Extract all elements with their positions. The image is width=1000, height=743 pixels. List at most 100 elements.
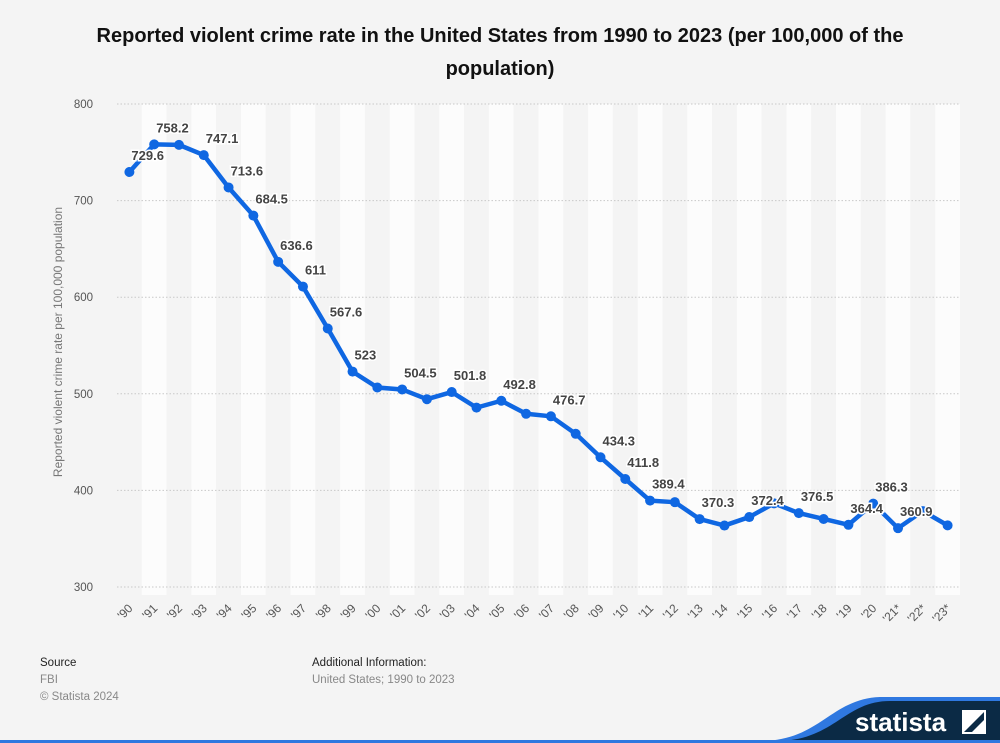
- x-tick-label: '03: [437, 601, 458, 622]
- x-tick-label: '20: [858, 601, 879, 622]
- x-tick-label: '18: [809, 601, 830, 622]
- data-point: [843, 519, 854, 530]
- data-label: 501.8: [454, 368, 487, 383]
- data-point: [645, 495, 656, 506]
- category-band: [563, 104, 589, 595]
- data-point: [297, 281, 308, 292]
- data-point: [893, 523, 904, 534]
- x-tick-label: '22*: [905, 601, 929, 625]
- data-point: [545, 411, 556, 422]
- category-band: [141, 104, 167, 595]
- x-tick-label: '15: [734, 601, 755, 622]
- data-point: [942, 520, 953, 531]
- data-point: [595, 452, 606, 463]
- y-tick-label: 800: [74, 99, 93, 111]
- data-label: 611: [305, 263, 326, 278]
- data-label: 386.3: [875, 480, 908, 495]
- data-label: 376.5: [801, 489, 834, 504]
- x-tick-label: '02: [412, 601, 433, 622]
- data-label: 636.6: [280, 238, 313, 253]
- bottom-accent-line: [0, 740, 760, 743]
- data-label: 747.1: [206, 131, 239, 146]
- x-tick-label: '19: [834, 601, 855, 622]
- category-band: [612, 104, 638, 595]
- data-point: [669, 497, 680, 508]
- category-band: [389, 104, 415, 595]
- x-tick-label: '98: [313, 601, 334, 622]
- data-point: [273, 256, 284, 267]
- statista-logo[interactable]: statista: [760, 679, 1000, 743]
- x-tick-label: '94: [214, 601, 235, 622]
- series-line: [127, 142, 949, 531]
- data-point: [719, 520, 730, 531]
- y-tick-label: 400: [74, 485, 93, 497]
- source-block: Source FBI © Statista 2024: [40, 655, 119, 706]
- data-point: [198, 150, 209, 161]
- data-point: [471, 402, 482, 413]
- data-point: [496, 395, 507, 406]
- x-tick-label: '11: [636, 601, 657, 622]
- x-tick-label: '00: [363, 601, 384, 622]
- data-label: 360.9: [900, 504, 933, 519]
- data-point: [248, 210, 259, 221]
- category-band: [761, 104, 787, 595]
- data-point: [446, 387, 457, 398]
- data-label: 370.3: [702, 495, 735, 510]
- x-tick-label: '90: [115, 601, 136, 622]
- source-heading: Source: [40, 657, 77, 669]
- data-label: 364.4: [850, 501, 883, 516]
- data-point: [769, 498, 780, 509]
- x-tick-label: '13: [685, 601, 706, 622]
- additional-info-heading: Additional Information:: [312, 657, 427, 669]
- data-label: 504.5: [404, 365, 437, 380]
- x-tick-label: '97: [288, 601, 309, 622]
- data-label: 758.2: [156, 120, 189, 135]
- data-point: [620, 474, 631, 485]
- x-tick-label: '07: [536, 601, 557, 622]
- x-tick-label: '92: [164, 601, 185, 622]
- data-point: [124, 167, 135, 178]
- data-point: [793, 508, 804, 519]
- source-value[interactable]: FBI: [40, 674, 58, 686]
- y-tick-label: 600: [74, 292, 93, 304]
- chart-title: Reported violent crime rate in the Unite…: [96, 25, 904, 80]
- x-tick-label: '91: [139, 601, 160, 622]
- category-band: [240, 104, 266, 595]
- x-tick-label: '23*: [929, 601, 953, 625]
- additional-info-block: Additional Information: United States; 1…: [312, 655, 455, 689]
- x-tick-label: '05: [486, 601, 507, 622]
- x-tick-label: '96: [263, 601, 284, 622]
- data-point: [818, 513, 829, 524]
- category-band: [662, 104, 688, 595]
- data-point: [173, 139, 184, 150]
- data-label: 523: [355, 348, 377, 363]
- data-point: [694, 514, 705, 525]
- category-band: [414, 104, 440, 595]
- x-tick-label: '95: [239, 601, 260, 622]
- category-band: [860, 104, 886, 595]
- data-label: 729.6: [131, 148, 164, 163]
- category-band: [836, 104, 861, 595]
- x-tick-label: '08: [561, 601, 582, 622]
- category-band: [117, 104, 142, 595]
- x-tick-label: '09: [586, 601, 607, 622]
- category-band: [439, 104, 465, 595]
- data-point: [223, 182, 234, 193]
- data-point: [322, 323, 333, 334]
- category-band: [786, 104, 812, 595]
- y-tick-label: 300: [74, 582, 93, 594]
- data-label: 372.4: [751, 493, 784, 508]
- data-label: 492.8: [503, 377, 536, 392]
- category-band: [538, 104, 564, 595]
- x-tick-label: '06: [511, 601, 532, 622]
- category-band: [712, 104, 737, 595]
- category-band: [588, 104, 613, 595]
- data-label: 411.8: [627, 455, 659, 470]
- data-point: [372, 382, 383, 393]
- category-band: [290, 104, 316, 595]
- data-point: [917, 506, 928, 517]
- y-tick-label: 500: [74, 389, 93, 401]
- category-band: [637, 104, 663, 595]
- data-point: [868, 498, 879, 509]
